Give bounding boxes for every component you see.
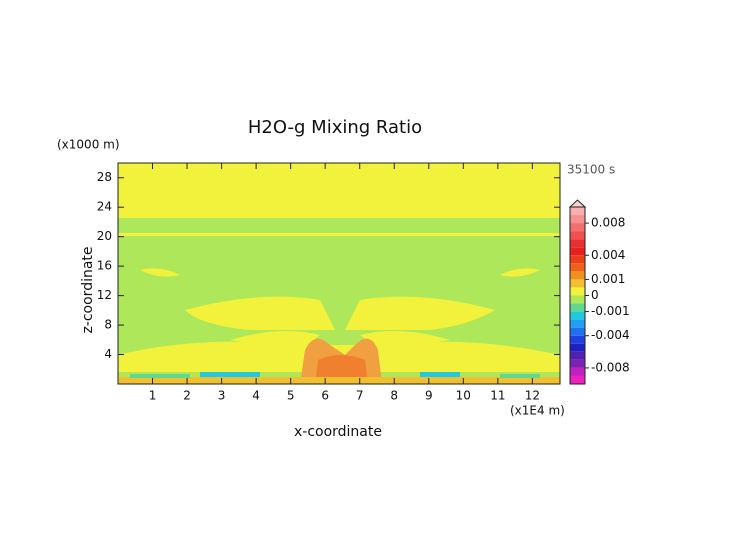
colorbar-band xyxy=(570,375,585,384)
colorbar-band xyxy=(570,271,585,280)
x-tick-label: 5 xyxy=(287,389,295,403)
colorbar-tick-label: 0.004 xyxy=(591,248,625,262)
colorbar-tick-label: 0.001 xyxy=(591,272,625,286)
colorbar-band xyxy=(570,263,585,272)
y-axis-label: z-coordinate xyxy=(80,246,96,333)
colorbar-band xyxy=(570,343,585,352)
x-tick-label: 12 xyxy=(525,389,540,403)
colorbar-band xyxy=(570,327,585,336)
y-tick-label: 16 xyxy=(97,259,112,273)
y-tick-label: 28 xyxy=(97,170,112,184)
field xyxy=(118,163,560,384)
x-tick-label: 4 xyxy=(252,389,260,403)
y-unit: (x1000 m) xyxy=(57,138,120,152)
x-tick-label: 9 xyxy=(425,389,433,403)
colorbar-arrow xyxy=(568,199,587,208)
x-axis-label: x-coordinate xyxy=(294,424,382,440)
colorbar-band xyxy=(570,255,585,264)
colorbar-band xyxy=(570,231,585,240)
colorbar-band xyxy=(570,359,585,368)
colorbar-tick-label: 0.008 xyxy=(591,216,625,230)
x-tick-label: 3 xyxy=(218,389,226,403)
x-tick-label: 2 xyxy=(183,389,191,403)
y-tick-label: 20 xyxy=(97,229,112,243)
time-label: 35100 s xyxy=(567,163,615,177)
colorbar-band xyxy=(570,367,585,376)
colorbar-band xyxy=(570,351,585,360)
colorbar-band xyxy=(570,279,585,288)
x-tick-label: 7 xyxy=(356,389,364,403)
colorbar-band xyxy=(570,287,585,296)
y-tick-label: 24 xyxy=(97,200,112,214)
colorbar-band xyxy=(570,207,585,216)
colorbar-tick-label: -0.008 xyxy=(591,360,630,374)
colorbar-tick-label: -0.001 xyxy=(591,304,630,318)
colorbar-band xyxy=(570,247,585,256)
colorbar-band xyxy=(570,335,585,344)
colorbar-tick-label: 0 xyxy=(591,288,599,302)
x-tick-label: 1 xyxy=(149,389,157,403)
x-tick-label: 8 xyxy=(390,389,398,403)
y-tick-label: 4 xyxy=(104,347,112,361)
colorbar-band xyxy=(570,239,585,248)
colorbar-band xyxy=(570,319,585,328)
x-tick-label: 10 xyxy=(456,389,471,403)
colorbar-band xyxy=(570,295,585,304)
colorbar-band xyxy=(570,215,585,224)
x-tick-label: 6 xyxy=(321,389,329,403)
y-tick-label: 8 xyxy=(104,318,112,332)
colorbar-band xyxy=(570,303,585,312)
plot-frame xyxy=(117,162,561,385)
colorbar-band xyxy=(570,223,585,232)
chart-title: H2O-g Mixing Ratio xyxy=(248,117,422,138)
x-unit: (x1E4 m) xyxy=(510,404,565,418)
colorbar-tick-label: -0.004 xyxy=(591,328,630,342)
colorbar-band xyxy=(570,311,585,320)
x-tick-label: 11 xyxy=(490,389,505,403)
y-tick-label: 12 xyxy=(97,288,112,302)
